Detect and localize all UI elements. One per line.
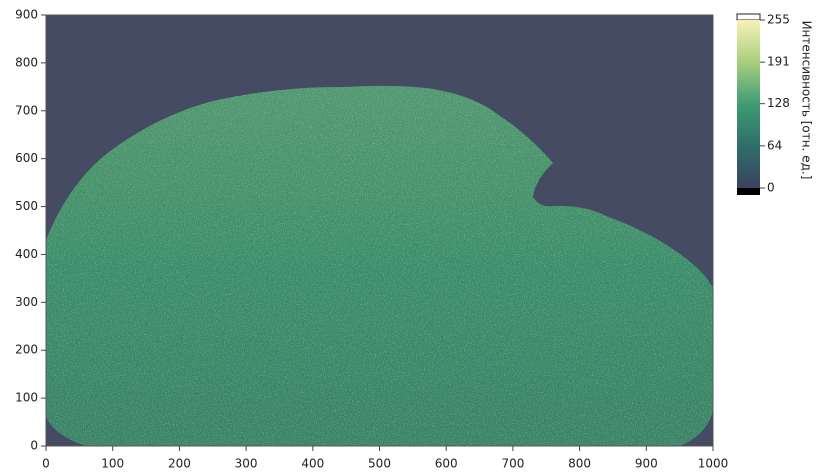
y-tick-label: 300 — [15, 295, 38, 309]
y-tick-label: 900 — [15, 8, 38, 22]
y-tick-label: 0 — [30, 439, 38, 453]
y-tick-label: 700 — [15, 103, 38, 117]
y-tick-label: 100 — [15, 391, 38, 405]
x-tick-label: 600 — [435, 457, 458, 471]
colorbar-extension-high — [737, 14, 760, 20]
chart: Интенсивность [отн. ед.] 0 100 200 300 400 50… — [0, 0, 821, 475]
x-tick-label: 800 — [568, 457, 591, 471]
colorbar-tick-label: 255 — [767, 13, 790, 27]
y-tick-label: 400 — [15, 247, 38, 261]
colorbar-label: Интенсивность [отн. ед.] — [800, 21, 814, 180]
colorbar-tick-label: 128 — [767, 96, 790, 110]
x-tick-label: 400 — [301, 457, 324, 471]
x-tick-label: 1000 — [698, 457, 729, 471]
x-tick-label: 700 — [501, 457, 524, 471]
x-tick-label: 0 — [42, 457, 50, 471]
y-tick-label: 600 — [15, 151, 38, 165]
x-tick-label: 100 — [101, 457, 124, 471]
colorbar-tick-label: 0 — [767, 181, 775, 195]
x-tick-label: 900 — [635, 457, 658, 471]
y-tick-label: 500 — [15, 199, 38, 213]
colorbar-tick-label: 64 — [767, 138, 782, 152]
colorbar-extension-low — [737, 188, 760, 195]
y-tick-label: 800 — [15, 55, 38, 69]
x-tick-label: 500 — [368, 457, 391, 471]
colorbar — [737, 20, 760, 188]
x-tick-label: 200 — [168, 457, 191, 471]
colorbar-tick-label: 191 — [767, 55, 790, 69]
y-tick-label: 200 — [15, 343, 38, 357]
x-tick-label: 300 — [235, 457, 258, 471]
